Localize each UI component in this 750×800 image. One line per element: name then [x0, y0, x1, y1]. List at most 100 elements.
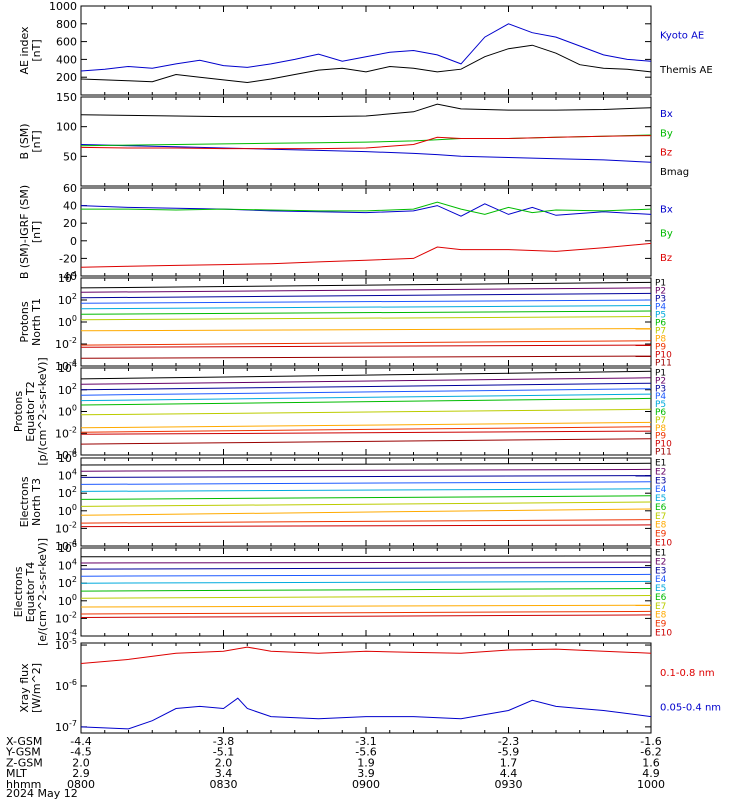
- legend-label: 0.1-0.8 nm: [660, 668, 715, 679]
- footer-value: -5.6: [355, 746, 376, 759]
- footer-value: 3.9: [357, 767, 375, 780]
- series-line: [80, 555, 652, 558]
- footer-value: 4.9: [642, 767, 660, 780]
- footer-value: 1000: [637, 778, 665, 791]
- y-tick-label: 10-4: [55, 628, 77, 643]
- y-tick-label: 10-4: [55, 447, 77, 462]
- series-line: [80, 468, 652, 472]
- series-line: [80, 328, 652, 332]
- legend-label: P8: [655, 335, 666, 345]
- legend-label: P2: [655, 287, 666, 297]
- panel-xray: 10-7 10-6 10-5 Xray flux[W/m^2] 0.1-0.8 nm 0.…: [18, 637, 721, 734]
- legend-label: P6: [655, 408, 666, 418]
- y-tick-label: 102: [58, 382, 77, 397]
- footer-value: 0830: [210, 778, 238, 791]
- y-tick-label: 400: [56, 53, 77, 66]
- y-tick-label: 200: [56, 71, 77, 84]
- y-tick-label: 60: [63, 182, 77, 195]
- y-tick-label: 106: [58, 450, 77, 465]
- series-line: [80, 23, 652, 72]
- series-line: [80, 580, 652, 584]
- series-line: [80, 292, 652, 299]
- series-line: [80, 377, 652, 385]
- legend-label: E3: [655, 476, 666, 486]
- footer-value: 1.9: [357, 756, 375, 769]
- series-line: [80, 495, 652, 500]
- legend-label: E7: [655, 602, 666, 612]
- legend-label: P4: [655, 303, 666, 313]
- y-tick-label: 10-2: [55, 520, 77, 535]
- legend-label: P7: [655, 416, 666, 426]
- legend-label: E1: [655, 459, 666, 469]
- legend-label: P1: [655, 279, 666, 289]
- y-tick-label: 102: [58, 485, 77, 500]
- legend-label: E4: [655, 575, 667, 585]
- legend-label: Bmag: [660, 167, 689, 178]
- y-tick-label: 104: [58, 270, 77, 285]
- legend-label: E6: [655, 503, 667, 513]
- date-label: 2024 May 12: [6, 787, 78, 800]
- legend-label: Bz: [660, 148, 672, 159]
- series-line: [80, 382, 652, 391]
- legend-label: E10: [655, 539, 672, 549]
- panel-frame: [80, 547, 652, 637]
- y-tick-label: 100: [58, 314, 77, 329]
- legend-label: E5: [655, 584, 666, 594]
- footer-row-label: Y-GSM: [5, 746, 41, 759]
- footer-value: -3.8: [213, 735, 234, 748]
- legend-label: E3: [655, 566, 666, 576]
- y-tick-label: 50: [63, 150, 77, 163]
- series-line: [80, 421, 652, 429]
- footer-value: -2.3: [498, 735, 519, 748]
- series-line: [81, 201, 652, 215]
- legend-label: By: [660, 128, 673, 139]
- footer-value: 1.7: [500, 756, 518, 769]
- footer-value: 2.0: [72, 756, 90, 769]
- series-line: [80, 610, 652, 615]
- series-line: [80, 614, 652, 618]
- series-line: [80, 299, 652, 304]
- footer-value: 2.9: [72, 767, 90, 780]
- footer-value: 2.0: [215, 756, 233, 769]
- y-tick-label: 10-4: [55, 538, 77, 553]
- y-tick-label: 0: [70, 235, 77, 248]
- series-line: [80, 519, 652, 524]
- series-line: [80, 393, 652, 402]
- y-tick-label: 1000: [49, 0, 77, 13]
- legend-label: Kyoto AE: [660, 31, 704, 42]
- panel-pn1: 10-4 10-2 100 102 104 ProtonsNorth T1 P1P2P3P4…: [18, 270, 672, 373]
- footer-value: -3.1: [355, 735, 376, 748]
- legend-label: E2: [655, 467, 666, 477]
- series-line: [80, 430, 652, 435]
- footer-value: 3.4: [215, 767, 233, 780]
- legend-label: E8: [655, 611, 667, 621]
- panel-frame: [80, 642, 652, 734]
- legend-label: E4: [655, 485, 667, 495]
- footer-value: -5.1: [213, 746, 234, 759]
- legend-label: P5: [655, 311, 666, 321]
- legend-label: P9: [655, 343, 666, 353]
- y-tick-label: 10-6: [55, 678, 77, 693]
- series-line: [80, 242, 652, 268]
- legend-label: E10: [655, 629, 672, 639]
- panel-frame: [80, 5, 652, 96]
- series-line: [80, 566, 652, 570]
- y-tick-label: 40: [63, 200, 77, 213]
- legend-label: P4: [655, 392, 666, 402]
- series-line: [80, 135, 652, 150]
- footer-row-label: X-GSM: [6, 735, 42, 748]
- y-axis-label: AE index[nT]: [18, 26, 43, 75]
- panel-ae: 200 400 600 800 1000 AE index[nT] Kyoto AE Them…: [18, 0, 713, 96]
- series-line: [80, 481, 652, 485]
- panel-ee4: 10-4 10-2 100 102 104 106 ElectronsEquator T4[…: [12, 538, 672, 646]
- footer-value: -1.6: [640, 735, 661, 748]
- y-tick-label: 10-2: [55, 336, 77, 351]
- footer-value: 4.4: [500, 767, 518, 780]
- series-line: [80, 310, 652, 315]
- footer-value: -4.5: [70, 746, 91, 759]
- y-tick-label: 102: [58, 292, 77, 307]
- series-line: [80, 595, 652, 599]
- y-axis-label: B (SM)-IGRF (SM)[nT]: [18, 185, 43, 279]
- y-tick-label: 10-2: [55, 425, 77, 440]
